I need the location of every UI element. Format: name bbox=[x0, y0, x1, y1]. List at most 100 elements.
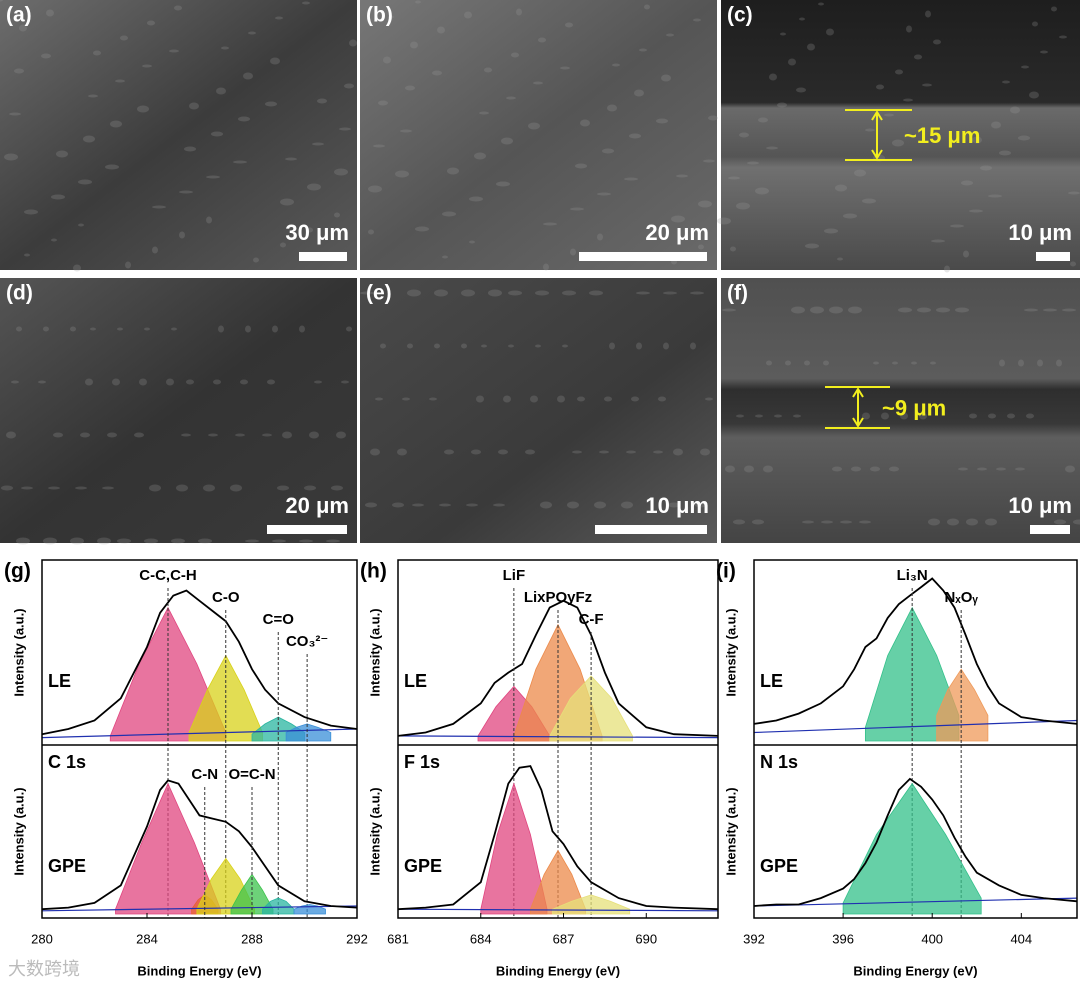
texture bbox=[24, 253, 30, 257]
texture bbox=[9, 112, 21, 116]
texture bbox=[1032, 21, 1038, 27]
texture bbox=[708, 115, 718, 121]
texture bbox=[658, 396, 666, 402]
texture bbox=[149, 484, 161, 492]
scale-bar bbox=[299, 252, 347, 261]
sem-image bbox=[0, 278, 357, 543]
chart-label: (i) bbox=[716, 560, 736, 583]
texture bbox=[988, 194, 1002, 198]
scale-bar bbox=[267, 525, 347, 534]
spectrum-line bbox=[753, 777, 1078, 907]
peak-label: C=O bbox=[263, 611, 295, 628]
texture bbox=[624, 177, 638, 181]
texture bbox=[668, 502, 680, 508]
texture bbox=[235, 433, 245, 437]
texture bbox=[629, 133, 641, 139]
texture bbox=[41, 53, 51, 59]
texture bbox=[43, 326, 49, 332]
panel-label: (b) bbox=[366, 4, 393, 27]
texture bbox=[925, 10, 931, 18]
core-level-label: C 1s bbox=[48, 752, 86, 772]
texture bbox=[769, 73, 777, 81]
texture bbox=[1043, 308, 1057, 312]
texture bbox=[16, 537, 30, 545]
texture bbox=[700, 448, 710, 456]
texture bbox=[233, 160, 247, 164]
texture bbox=[843, 213, 857, 219]
texture bbox=[698, 244, 704, 250]
texture bbox=[535, 344, 541, 348]
sem-panel: (f) 10 μm ~9 μm bbox=[721, 278, 1080, 543]
texture bbox=[612, 63, 620, 67]
spectrum-line bbox=[41, 905, 358, 912]
x-axis-label: Binding Energy (eV) bbox=[853, 963, 977, 978]
texture bbox=[802, 520, 814, 524]
texture bbox=[804, 360, 810, 366]
texture bbox=[543, 263, 549, 271]
texture bbox=[1062, 308, 1076, 312]
texture bbox=[788, 58, 796, 66]
texture bbox=[728, 176, 740, 180]
y-axis-label: Intensity (a.u.) bbox=[723, 608, 738, 696]
texture bbox=[464, 11, 472, 19]
texture bbox=[272, 539, 286, 543]
texture bbox=[892, 361, 898, 365]
texture bbox=[488, 289, 502, 297]
texture bbox=[1059, 35, 1067, 39]
texture bbox=[407, 343, 413, 349]
spectrum-line bbox=[397, 908, 719, 912]
texture bbox=[397, 448, 407, 456]
texture bbox=[656, 118, 668, 124]
texture bbox=[331, 485, 343, 491]
texture bbox=[1010, 106, 1020, 114]
texture bbox=[859, 520, 871, 524]
texture bbox=[70, 326, 76, 332]
texture bbox=[851, 466, 861, 472]
texture bbox=[690, 342, 696, 350]
texture bbox=[265, 101, 277, 107]
texture bbox=[496, 181, 510, 187]
texture bbox=[253, 257, 259, 263]
texture bbox=[739, 132, 749, 138]
fit-component bbox=[529, 849, 587, 915]
texture bbox=[48, 486, 60, 490]
texture bbox=[636, 291, 650, 295]
texture bbox=[277, 485, 289, 491]
texture bbox=[560, 66, 570, 70]
texture bbox=[336, 431, 346, 439]
texture bbox=[793, 414, 801, 418]
texture bbox=[429, 397, 437, 401]
texture bbox=[543, 222, 557, 226]
x-tick-label: 284 bbox=[136, 931, 158, 946]
texture bbox=[823, 360, 829, 366]
texture bbox=[469, 196, 483, 202]
texture bbox=[230, 484, 242, 492]
texture bbox=[11, 380, 19, 384]
texture bbox=[870, 466, 880, 472]
texture bbox=[432, 70, 442, 76]
texture bbox=[636, 342, 642, 350]
texture bbox=[117, 327, 123, 331]
texture bbox=[434, 343, 440, 349]
xps-chart: (g) C-C,C-H C-O C=O CO₃²⁻ LE Intensity (a.u.) C… bbox=[4, 559, 368, 978]
texture bbox=[705, 397, 713, 401]
texture bbox=[799, 17, 805, 21]
texture bbox=[824, 228, 838, 234]
panel-label: (e) bbox=[366, 282, 392, 305]
texture bbox=[826, 28, 834, 36]
texture bbox=[21, 486, 33, 490]
texture bbox=[540, 501, 552, 509]
sem-panel: (a) 30 μm bbox=[0, 0, 357, 272]
texture bbox=[525, 449, 535, 455]
texture bbox=[752, 519, 764, 525]
texture bbox=[900, 412, 908, 420]
texture bbox=[16, 326, 22, 332]
texture bbox=[980, 165, 992, 171]
texture bbox=[166, 378, 174, 386]
texture bbox=[1051, 6, 1057, 12]
texture bbox=[516, 8, 522, 16]
texture bbox=[19, 24, 27, 32]
texture bbox=[508, 290, 522, 296]
texture bbox=[1026, 413, 1034, 419]
texture bbox=[206, 216, 212, 224]
